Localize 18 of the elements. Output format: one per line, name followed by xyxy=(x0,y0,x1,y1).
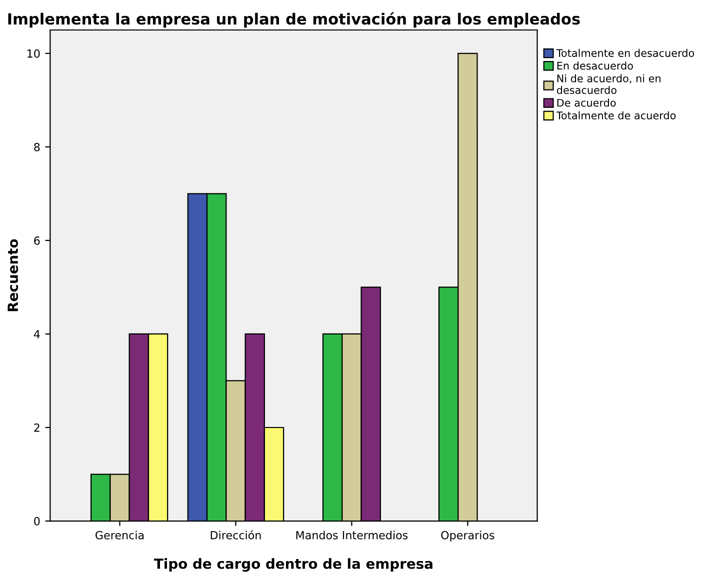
legend-label: De acuerdo xyxy=(557,98,616,107)
x-tick-label: Gerencia xyxy=(96,530,144,540)
chart-title: Implementa la empresa un plan de motivación para los empleados xyxy=(8,12,580,28)
x-axis-title: Tipo de cargo dentro de la empresa xyxy=(154,558,432,572)
y-tick-label: 6 xyxy=(34,236,40,245)
x-tick-label: Operarios xyxy=(441,530,494,542)
y-tick-label: 0 xyxy=(34,517,40,526)
legend-label: En desacuerdo xyxy=(557,62,633,70)
y-tick-label: 10 xyxy=(28,49,40,58)
y-tick-label: 8 xyxy=(34,142,40,152)
legend-label: Totalmente de acuerdo xyxy=(556,111,676,120)
x-tick-label: Mandos Intermedios xyxy=(296,530,408,540)
y-tick-label: 2 xyxy=(34,423,40,432)
y-axis-title: Recuento xyxy=(8,239,18,312)
x-tick-label: Dirección xyxy=(210,530,261,540)
legend-label: Ni de acuerdo, ni en desacuerdo xyxy=(556,74,660,94)
legend-label: Totalmente en desacuerdo xyxy=(556,48,694,57)
y-tick-label: 4 xyxy=(34,330,40,338)
